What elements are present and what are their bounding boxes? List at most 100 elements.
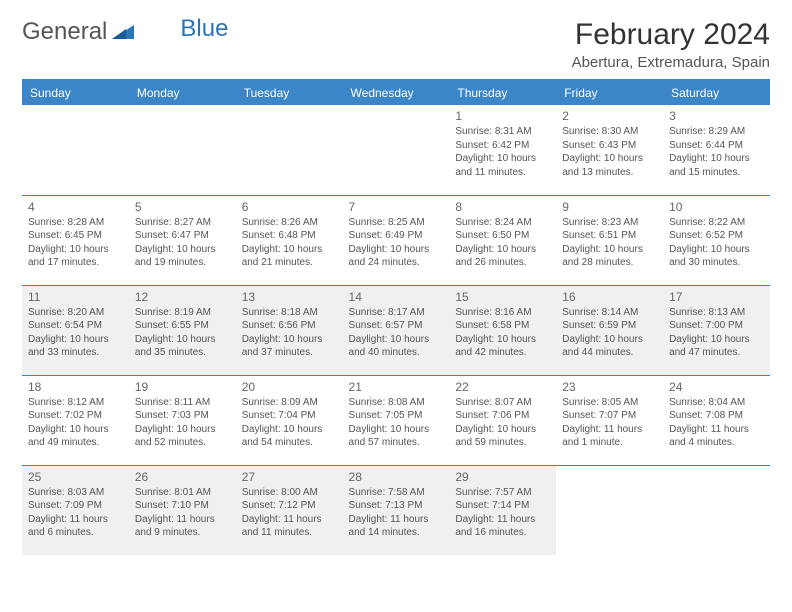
location: Abertura, Extremadura, Spain: [572, 54, 770, 71]
calendar-empty-cell: [129, 105, 236, 195]
day-number: 17: [669, 290, 764, 304]
calendar-day-cell: 24 Sunrise: 8:04 AMSunset: 7:08 PMDayligh…: [663, 375, 770, 465]
day-info: Sunrise: 8:05 AMSunset: 7:07 PMDaylight:…: [562, 396, 657, 450]
day-info: Sunrise: 8:14 AMSunset: 6:59 PMDaylight:…: [562, 306, 657, 360]
day-number: 6: [242, 200, 337, 214]
day-number: 19: [135, 380, 230, 394]
calendar-day-cell: 15 Sunrise: 8:16 AMSunset: 6:58 PMDayligh…: [449, 285, 556, 375]
day-number: 15: [455, 290, 550, 304]
calendar-day-cell: 11 Sunrise: 8:20 AMSunset: 6:54 PMDayligh…: [22, 285, 129, 375]
calendar-day-cell: 19 Sunrise: 8:11 AMSunset: 7:03 PMDayligh…: [129, 375, 236, 465]
calendar-day-cell: 9Sunrise: 8:23 AMSunset: 6:51 PMDaylight…: [556, 195, 663, 285]
day-number: 24: [669, 380, 764, 394]
weekday-header: Thursday: [449, 81, 556, 105]
calendar-day-cell: 23 Sunrise: 8:05 AMSunset: 7:07 PMDayligh…: [556, 375, 663, 465]
day-number: 27: [242, 470, 337, 484]
day-info: Sunrise: 8:16 AMSunset: 6:58 PMDaylight:…: [455, 306, 550, 360]
day-info: Sunrise: 7:57 AMSunset: 7:14 PMDaylight:…: [455, 486, 550, 540]
day-number: 29: [455, 470, 550, 484]
calendar-day-cell: 27 Sunrise: 8:00 AMSunset: 7:12 PMDayligh…: [236, 465, 343, 555]
day-number: 2: [562, 109, 657, 123]
day-info: Sunrise: 8:12 AMSunset: 7:02 PMDaylight:…: [28, 396, 123, 450]
day-number: 28: [349, 470, 444, 484]
day-info: Sunrise: 7:58 AMSunset: 7:13 PMDaylight:…: [349, 486, 444, 540]
calendar-day-cell: 10 Sunrise: 8:22 AMSunset: 6:52 PMDayligh…: [663, 195, 770, 285]
day-number: 20: [242, 380, 337, 394]
day-info: Sunrise: 8:23 AMSunset: 6:51 PMDaylight:…: [562, 216, 657, 270]
calendar-day-cell: 22Sunrise: 8:07 AMSunset: 7:06 PMDayligh…: [449, 375, 556, 465]
day-number: 13: [242, 290, 337, 304]
day-number: 1: [455, 109, 550, 123]
calendar-table: SundayMondayTuesdayWednesdayThursdayFrid…: [22, 81, 770, 555]
day-info: Sunrise: 8:27 AMSunset: 6:47 PMDaylight:…: [135, 216, 230, 270]
calendar-day-cell: 25 Sunrise: 8:03 AMSunset: 7:09 PMDayligh…: [22, 465, 129, 555]
calendar-empty-cell: [236, 105, 343, 195]
day-info: Sunrise: 8:20 AMSunset: 6:54 PMDaylight:…: [28, 306, 123, 360]
calendar-day-cell: 16 Sunrise: 8:14 AMSunset: 6:59 PMDayligh…: [556, 285, 663, 375]
day-number: 11: [28, 290, 123, 304]
day-number: 21: [349, 380, 444, 394]
calendar-week-row: 1 Sunrise: 8:31 AMSunset: 6:42 PMDaylight…: [22, 105, 770, 195]
weekday-header: Saturday: [663, 81, 770, 105]
calendar-wrap: SundayMondayTuesdayWednesdayThursdayFrid…: [22, 79, 770, 555]
day-info: Sunrise: 8:17 AMSunset: 6:57 PMDaylight:…: [349, 306, 444, 360]
calendar-header-row: SundayMondayTuesdayWednesdayThursdayFrid…: [22, 81, 770, 105]
weekday-header: Sunday: [22, 81, 129, 105]
calendar-body: 1 Sunrise: 8:31 AMSunset: 6:42 PMDaylight…: [22, 105, 770, 555]
weekday-header: Monday: [129, 81, 236, 105]
calendar-day-cell: 26 Sunrise: 8:01 AMSunset: 7:10 PMDayligh…: [129, 465, 236, 555]
day-info: Sunrise: 8:18 AMSunset: 6:56 PMDaylight:…: [242, 306, 337, 360]
calendar-day-cell: 21 Sunrise: 8:08 AMSunset: 7:05 PMDayligh…: [343, 375, 450, 465]
day-info: Sunrise: 8:13 AMSunset: 7:00 PMDaylight:…: [669, 306, 764, 360]
calendar-day-cell: 17 Sunrise: 8:13 AMSunset: 7:00 PMDayligh…: [663, 285, 770, 375]
day-number: 16: [562, 290, 657, 304]
calendar-day-cell: 2Sunrise: 8:30 AMSunset: 6:43 PMDaylight…: [556, 105, 663, 195]
day-number: 22: [455, 380, 550, 394]
day-number: 8: [455, 200, 550, 214]
day-info: Sunrise: 8:29 AMSunset: 6:44 PMDaylight:…: [669, 125, 764, 179]
day-info: Sunrise: 8:03 AMSunset: 7:09 PMDaylight:…: [28, 486, 123, 540]
calendar-day-cell: 18Sunrise: 8:12 AMSunset: 7:02 PMDayligh…: [22, 375, 129, 465]
day-info: Sunrise: 8:19 AMSunset: 6:55 PMDaylight:…: [135, 306, 230, 360]
day-info: Sunrise: 8:09 AMSunset: 7:04 PMDaylight:…: [242, 396, 337, 450]
logo-triangle-icon: [112, 23, 138, 41]
title-block: February 2024 Abertura, Extremadura, Spa…: [572, 18, 770, 71]
day-info: Sunrise: 8:08 AMSunset: 7:05 PMDaylight:…: [349, 396, 444, 450]
day-info: Sunrise: 8:04 AMSunset: 7:08 PMDaylight:…: [669, 396, 764, 450]
day-number: 12: [135, 290, 230, 304]
day-info: Sunrise: 8:24 AMSunset: 6:50 PMDaylight:…: [455, 216, 550, 270]
calendar-empty-cell: [343, 105, 450, 195]
calendar-day-cell: 5 Sunrise: 8:27 AMSunset: 6:47 PMDaylight…: [129, 195, 236, 285]
day-number: 7: [349, 200, 444, 214]
day-info: Sunrise: 8:31 AMSunset: 6:42 PMDaylight:…: [455, 125, 550, 179]
header: General Blue February 2024 Abertura, Ext…: [22, 18, 770, 71]
calendar-week-row: 11 Sunrise: 8:20 AMSunset: 6:54 PMDayligh…: [22, 285, 770, 375]
day-info: Sunrise: 8:01 AMSunset: 7:10 PMDaylight:…: [135, 486, 230, 540]
day-info: Sunrise: 8:00 AMSunset: 7:12 PMDaylight:…: [242, 486, 337, 540]
day-info: Sunrise: 8:22 AMSunset: 6:52 PMDaylight:…: [669, 216, 764, 270]
calendar-day-cell: 28 Sunrise: 7:58 AMSunset: 7:13 PMDayligh…: [343, 465, 450, 555]
day-info: Sunrise: 8:28 AMSunset: 6:45 PMDaylight:…: [28, 216, 123, 270]
day-number: 26: [135, 470, 230, 484]
calendar-day-cell: 6Sunrise: 8:26 AMSunset: 6:48 PMDaylight…: [236, 195, 343, 285]
day-number: 25: [28, 470, 123, 484]
day-number: 3: [669, 109, 764, 123]
logo: General Blue: [22, 18, 228, 46]
calendar-empty-cell: [663, 465, 770, 555]
logo-text-blue: Blue: [180, 15, 228, 43]
day-number: 23: [562, 380, 657, 394]
day-number: 10: [669, 200, 764, 214]
weekday-header: Wednesday: [343, 81, 450, 105]
month-title: February 2024: [572, 18, 770, 52]
calendar-week-row: 4 Sunrise: 8:28 AMSunset: 6:45 PMDaylight…: [22, 195, 770, 285]
calendar-day-cell: 13 Sunrise: 8:18 AMSunset: 6:56 PMDayligh…: [236, 285, 343, 375]
day-number: 14: [349, 290, 444, 304]
day-number: 4: [28, 200, 123, 214]
calendar-day-cell: 7Sunrise: 8:25 AMSunset: 6:49 PMDaylight…: [343, 195, 450, 285]
calendar-empty-cell: [22, 105, 129, 195]
calendar-day-cell: 8 Sunrise: 8:24 AMSunset: 6:50 PMDaylight…: [449, 195, 556, 285]
calendar-day-cell: 3 Sunrise: 8:29 AMSunset: 6:44 PMDaylight…: [663, 105, 770, 195]
day-number: 5: [135, 200, 230, 214]
calendar-day-cell: 14 Sunrise: 8:17 AMSunset: 6:57 PMDayligh…: [343, 285, 450, 375]
day-info: Sunrise: 8:11 AMSunset: 7:03 PMDaylight:…: [135, 396, 230, 450]
